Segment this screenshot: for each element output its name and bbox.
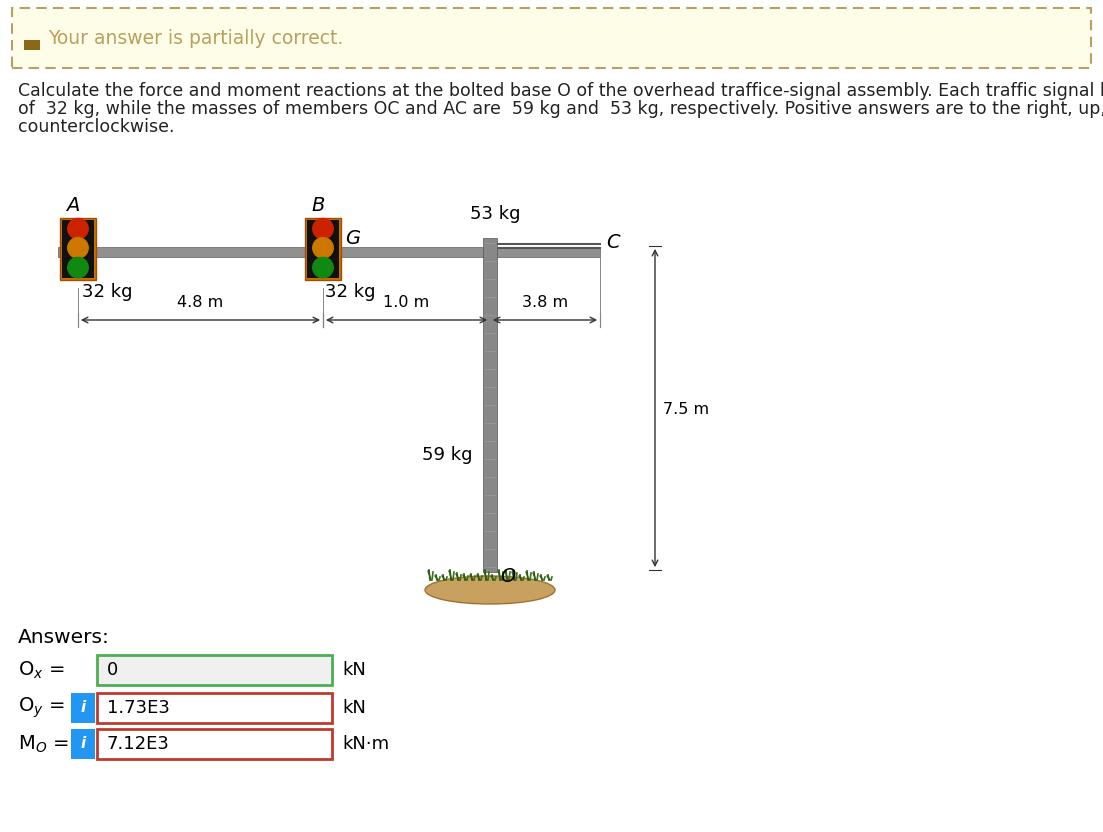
FancyBboxPatch shape [97, 693, 332, 723]
FancyBboxPatch shape [97, 655, 332, 685]
Circle shape [313, 219, 333, 239]
Text: kN·m: kN·m [342, 735, 389, 753]
Bar [306, 218, 341, 280]
Circle shape [67, 238, 88, 258]
Text: M$_O$ =: M$_O$ = [18, 733, 68, 755]
Text: O$_y$ =: O$_y$ = [18, 696, 65, 721]
Text: Calculate the force and moment reactions at the bolted base O of the overhead tr: Calculate the force and moment reactions… [18, 82, 1103, 100]
FancyBboxPatch shape [71, 729, 95, 759]
Circle shape [313, 238, 333, 258]
Text: Answers:: Answers: [18, 628, 110, 647]
Text: 7.12E3: 7.12E3 [107, 735, 170, 753]
Circle shape [67, 219, 88, 239]
Bar [307, 220, 339, 278]
Ellipse shape [425, 576, 555, 604]
Text: 3.8 m: 3.8 m [522, 295, 568, 310]
Text: i: i [81, 701, 86, 716]
FancyBboxPatch shape [97, 729, 332, 759]
Text: 32 kg: 32 kg [82, 283, 132, 301]
Text: Your answer is partially correct.: Your answer is partially correct. [49, 28, 343, 47]
Text: G: G [345, 229, 360, 247]
Text: 1.0 m: 1.0 m [384, 295, 430, 310]
Text: 7.5 m: 7.5 m [663, 402, 709, 417]
Text: O$_x$ =: O$_x$ = [18, 659, 65, 681]
Text: O: O [500, 567, 515, 586]
Text: 32 kg: 32 kg [325, 283, 375, 301]
Bar [60, 218, 96, 280]
Bar [24, 40, 40, 50]
Text: i: i [81, 736, 86, 751]
Text: kN: kN [342, 661, 366, 679]
Text: counterclockwise.: counterclockwise. [18, 118, 174, 136]
Text: 59 kg: 59 kg [421, 446, 472, 464]
Text: 53 kg: 53 kg [470, 205, 521, 223]
Text: of  32 kg, while the masses of members OC and AC are  59 kg and  53 kg, respecti: of 32 kg, while the masses of members OC… [18, 100, 1103, 118]
Text: C: C [606, 232, 620, 251]
Text: 4.8 m: 4.8 m [178, 295, 224, 310]
Bar [62, 220, 94, 278]
Bar [58, 247, 600, 257]
Circle shape [313, 257, 333, 278]
Bar [483, 238, 497, 572]
Text: 0: 0 [107, 661, 118, 679]
Circle shape [67, 257, 88, 278]
Text: 1.73E3: 1.73E3 [107, 699, 170, 717]
Text: B: B [311, 196, 324, 215]
Polygon shape [12, 8, 1091, 68]
Text: kN: kN [342, 699, 366, 717]
Text: A: A [66, 196, 79, 215]
FancyBboxPatch shape [71, 693, 95, 723]
